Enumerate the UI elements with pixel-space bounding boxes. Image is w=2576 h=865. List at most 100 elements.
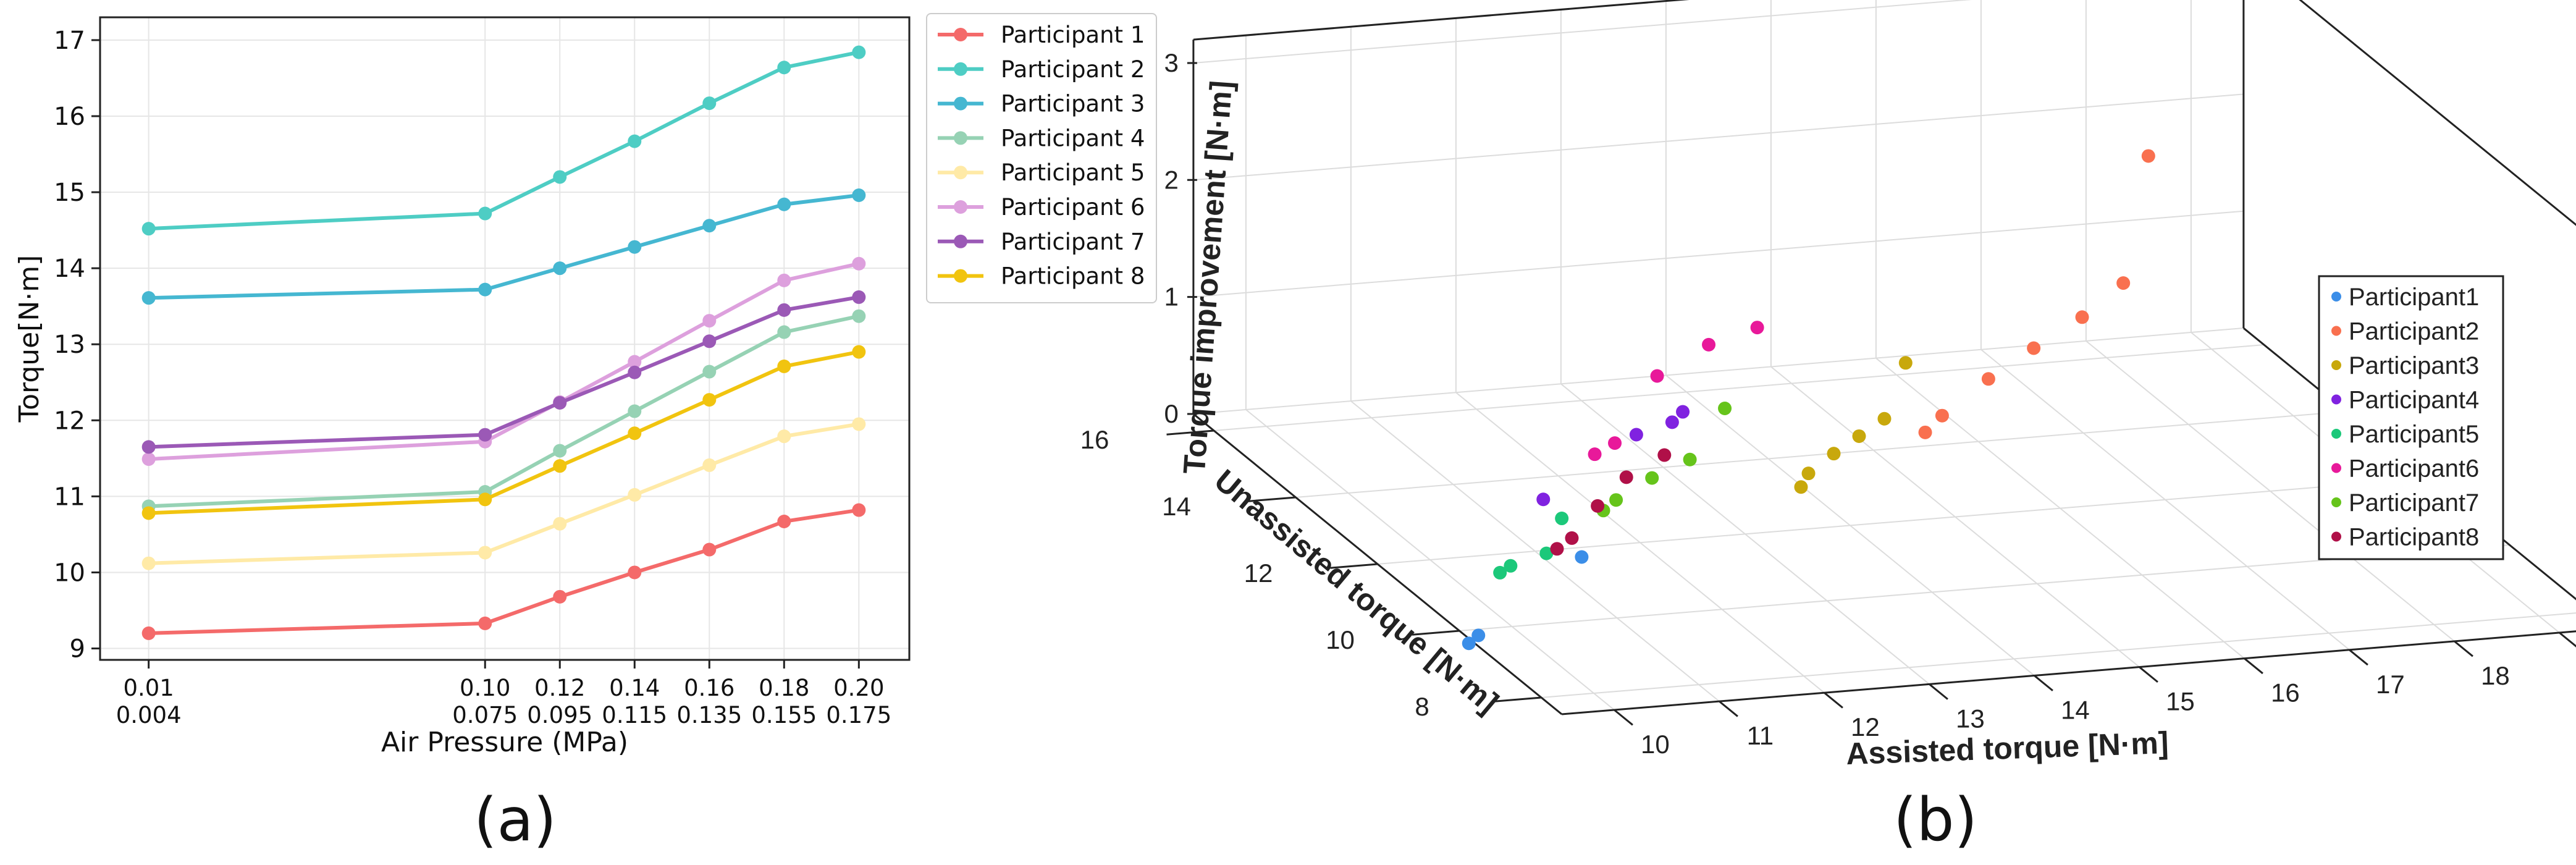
legend-label-a: Participant 4 (1001, 125, 1145, 151)
data-point-a (777, 273, 791, 287)
scatter-point-b (1471, 628, 1486, 643)
data-point-a (553, 444, 567, 458)
y-tick-label-a: 15 (54, 179, 85, 207)
data-point-a (702, 458, 717, 472)
data-point-a (852, 309, 866, 323)
series-5-a (141, 417, 866, 570)
legend-b: Participant1 Participant2 Participant3 Part… (2318, 275, 2504, 560)
series-2-a (141, 45, 866, 236)
scatter-point-b (1981, 372, 1995, 386)
x-tick-b (1824, 692, 1843, 709)
x-tick-sublabel-a: 0.004 (116, 702, 182, 728)
legend-label-b: Participant8 (2349, 524, 2479, 551)
scatter-point-b (1608, 436, 1622, 450)
panel-label-b: (b) (1893, 785, 1977, 854)
y-tick-b (1330, 563, 1378, 569)
x-tick-b (2559, 631, 2576, 648)
series-8-a (141, 345, 866, 520)
y-gridline-b (1213, 344, 2265, 431)
x-tick-label-a: 0.18 (759, 675, 809, 701)
data-point-a (141, 452, 156, 466)
legend-label-b: Participant4 (2349, 387, 2479, 414)
legend-frame-b (2318, 275, 2504, 560)
y-tick-label-b: 16 (1080, 425, 1109, 454)
data-point-a (702, 334, 717, 348)
series-7-a (141, 290, 866, 454)
scatter-point-b (1665, 415, 1679, 429)
x-tick-b (2349, 649, 2368, 666)
scatter-point-b (1935, 408, 1949, 423)
legend-marker-b (2331, 531, 2341, 542)
x-tick-label-b: 10 (1641, 730, 1670, 759)
legend-label-a: Participant 7 (1001, 229, 1145, 255)
x-tick-label-a: 0.12 (534, 675, 585, 701)
y-axis-label-a: Torque[N·m] (14, 255, 45, 423)
data-point-a (628, 240, 642, 254)
scatter-point-b (1827, 447, 1841, 461)
scatter-point-b (1555, 512, 1569, 526)
data-point-a (141, 556, 156, 570)
data-point-a (852, 417, 866, 431)
data-point-a (852, 290, 866, 304)
data-point-a (777, 359, 791, 373)
x-tick-label-b: 17 (2376, 670, 2405, 699)
legend-a: Participant 1 Participant 2 Participant 3 P… (926, 13, 1157, 303)
scatter-point-b (1683, 452, 1697, 466)
scatter-point-b (1676, 405, 1690, 419)
legend-marker-b (2331, 326, 2341, 336)
x-tick-label-a: 0.20 (833, 675, 884, 701)
x-tick-label-a: 0.16 (684, 675, 734, 701)
plot-area-a (100, 17, 909, 660)
data-point-a (777, 197, 791, 211)
legend-marker-b (2331, 497, 2341, 507)
scatter-point-b (1550, 542, 1564, 556)
y-tick-label-b: 12 (1244, 559, 1273, 588)
x-tick-label-b: 13 (1956, 704, 1985, 733)
x-tick-label-a: 0.10 (460, 675, 510, 701)
legend-marker-a (954, 269, 967, 283)
series-4-b (1536, 405, 1690, 507)
x-tick-b (2034, 675, 2053, 691)
legend-label-b: Participant1 (2349, 284, 2479, 311)
data-point-a (553, 589, 567, 604)
legend-marker-a (954, 234, 967, 248)
data-point-a (628, 365, 642, 379)
data-point-a (777, 303, 791, 317)
x-tick-label-b: 18 (2481, 661, 2510, 690)
x-tick-label-b: 16 (2271, 678, 2300, 707)
scatter-point-b (1750, 321, 1764, 335)
legend-label-a: Participant 3 (1001, 91, 1145, 117)
y-gridline-b (1541, 612, 2576, 698)
data-point-a (553, 459, 567, 473)
data-point-a (852, 345, 866, 359)
scatter-point-b (1619, 470, 1633, 484)
data-point-a (553, 261, 567, 276)
x-axis-line-b (1562, 630, 2576, 715)
z-tick-label-b: 3 (1164, 48, 1179, 77)
data-point-a (628, 565, 642, 580)
x-tick-sublabel-a: 0.075 (452, 702, 518, 728)
y-tick-label-a: 14 (54, 255, 85, 283)
z-gridline-b (1193, 327, 2244, 415)
x-tick-label-b: 12 (1851, 712, 1880, 741)
data-point-a (777, 515, 791, 528)
scatter-point-b (1645, 471, 1659, 485)
y-tick-label-b: 10 (1326, 625, 1355, 654)
x-tick-label-b: 14 (2061, 695, 2090, 724)
data-point-a (478, 282, 492, 297)
scatter-point-b (1650, 369, 1664, 383)
data-point-a (478, 206, 492, 221)
y-tick-b (1248, 496, 1296, 502)
x-tick-label-a: 0.01 (123, 675, 174, 701)
series-6-b (1588, 321, 1764, 462)
data-point-a (702, 393, 717, 407)
legend-marker-a (954, 62, 967, 76)
data-point-a (628, 487, 642, 502)
x-tick-label-b: 15 (2166, 687, 2195, 716)
x-tick-b (1719, 700, 1738, 717)
top-right-edge-b (2299, 0, 2576, 226)
data-point-a (628, 134, 642, 148)
x-tick-b (2454, 640, 2473, 657)
legend-label-b: Participant5 (2349, 421, 2479, 448)
